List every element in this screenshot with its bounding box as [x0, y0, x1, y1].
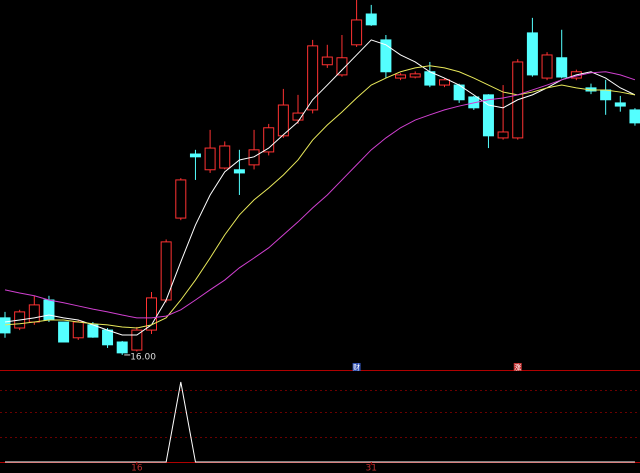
candle-body: [395, 74, 407, 79]
indicator-line: [5, 381, 635, 463]
candle-body: [468, 96, 480, 109]
low-label: 16.00: [130, 352, 156, 362]
candle-body: [497, 131, 509, 139]
candle-body: [541, 54, 553, 79]
candle-body: [102, 329, 114, 346]
candle-body: [321, 56, 333, 66]
moving-average: [4, 39, 636, 336]
candle-body: [87, 324, 99, 338]
candle-body: [263, 127, 275, 153]
candle-body: [233, 169, 245, 174]
candle-body: [146, 297, 157, 331]
candle-body: [0, 317, 11, 334]
candle-body: [116, 341, 128, 354]
candle-body: [439, 79, 450, 86]
candle-body: [248, 149, 260, 166]
candle-body: [629, 109, 640, 124]
candle-body: [336, 57, 348, 76]
candle-body: [556, 57, 568, 78]
x-tick-label: 31: [366, 464, 377, 473]
candle-body: [277, 104, 289, 137]
signal-icon: [513, 363, 522, 371]
candle-body: [614, 102, 626, 107]
candle-body: [43, 299, 55, 321]
candle-body: [600, 89, 612, 101]
candle-body: [58, 321, 70, 343]
signal-label: 财: [353, 363, 360, 372]
candle-body: [131, 329, 143, 351]
candle-body: [409, 73, 421, 78]
candle-body: [526, 32, 538, 76]
signal-icon: [352, 363, 361, 371]
candle-body: [28, 304, 40, 323]
candle-body: [292, 112, 304, 121]
moving-average: [4, 71, 636, 319]
candle-body: [482, 94, 494, 137]
signal-label: 涨: [514, 363, 521, 372]
candle-body: [175, 179, 187, 219]
moving-average: [4, 65, 636, 329]
candle-body: [351, 19, 363, 46]
candle-body: [307, 45, 319, 111]
candle-body: [72, 321, 84, 339]
candle-body: [365, 13, 377, 26]
candle-body: [219, 145, 231, 169]
candle-body: [189, 153, 201, 158]
x-tick-label: 16: [131, 464, 143, 473]
candle-body: [380, 39, 392, 73]
candle-body: [204, 147, 216, 171]
